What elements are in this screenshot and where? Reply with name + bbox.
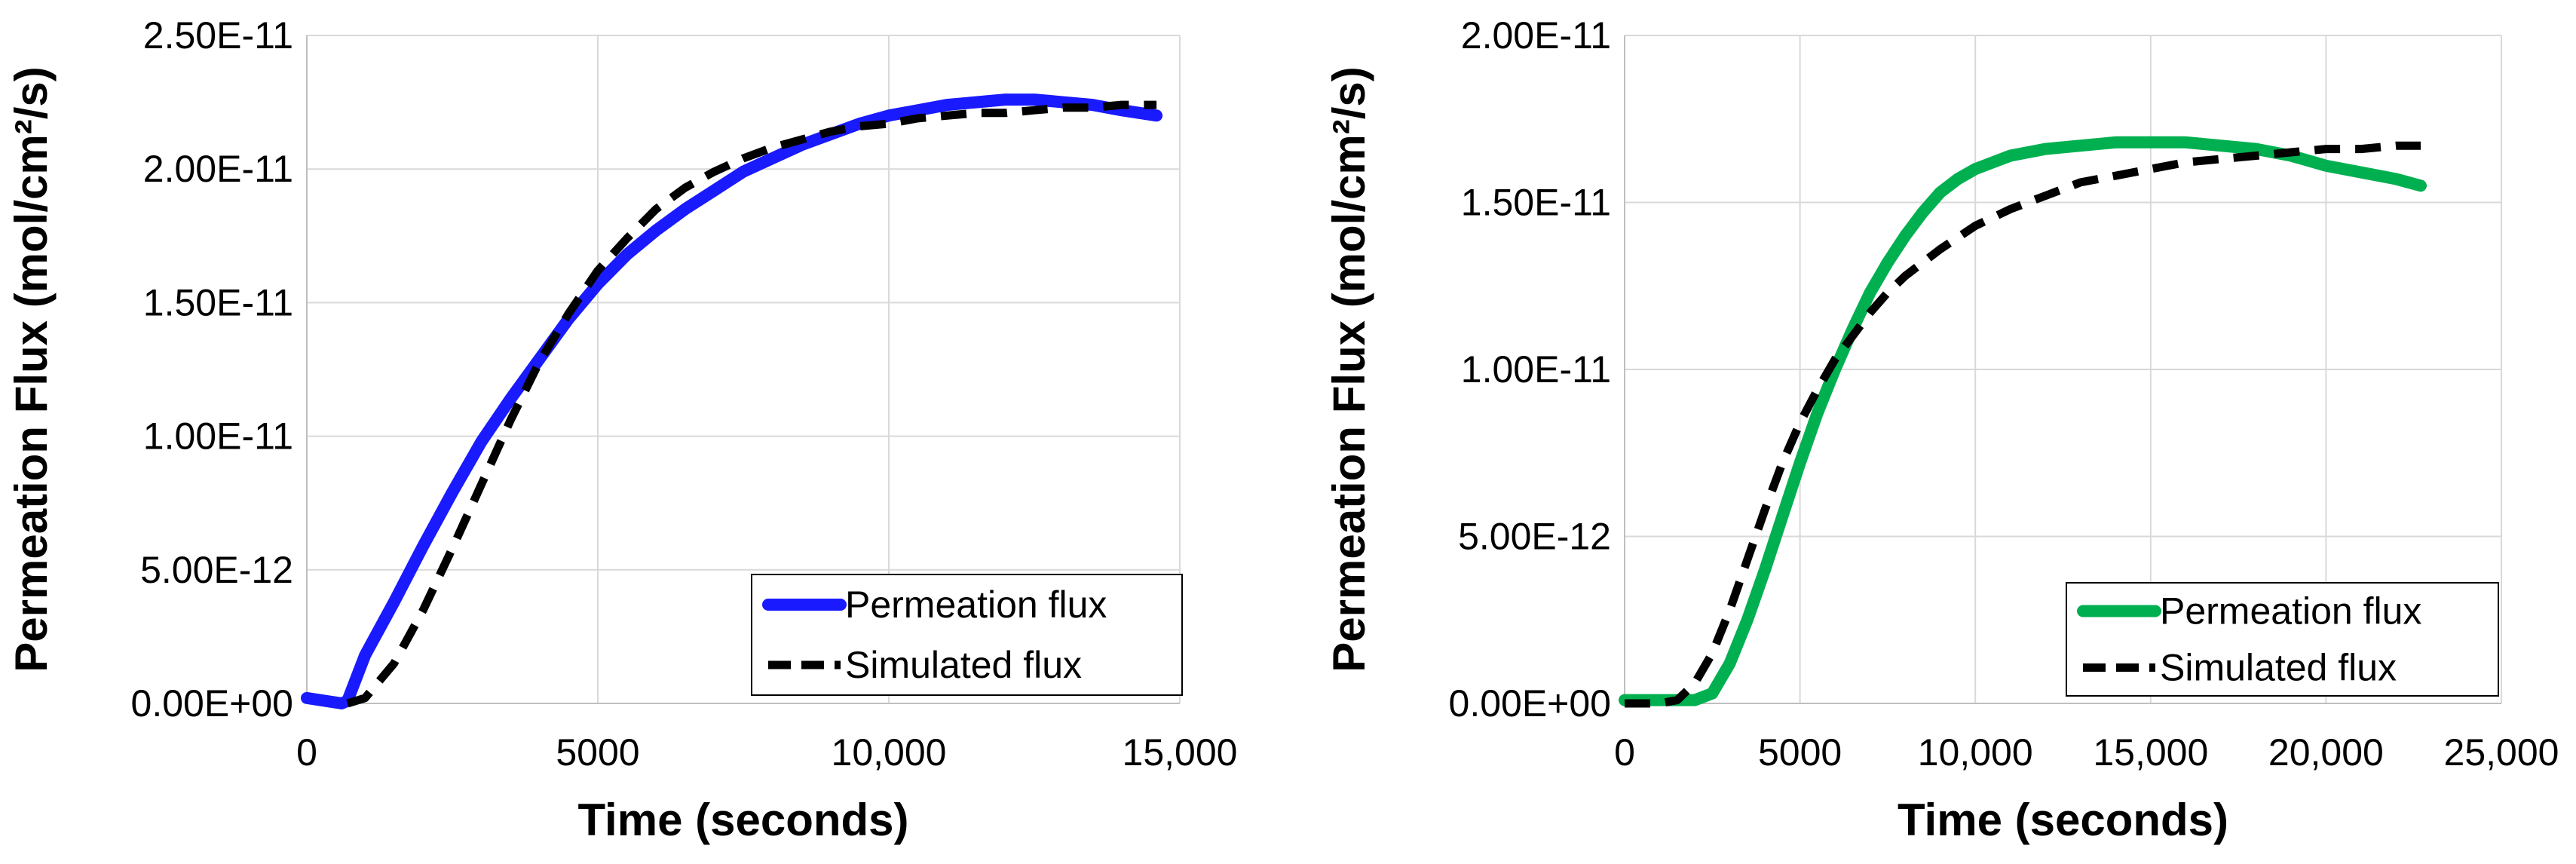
y-tick-label: 1.00E-11 bbox=[1461, 348, 1611, 391]
legend-label: Simulated flux bbox=[2160, 647, 2397, 689]
y-tick-label: 5.00E-12 bbox=[1458, 516, 1611, 558]
series-line-permeation-flux bbox=[301, 93, 1163, 709]
y-tick-label: 0.00E+00 bbox=[131, 682, 293, 725]
y-tick-label: 0.00E+00 bbox=[1449, 682, 1611, 725]
x-tick-label: 10,000 bbox=[832, 731, 947, 774]
legend: Permeation flux Simulated flux bbox=[2066, 582, 2499, 697]
legend-box bbox=[751, 574, 1183, 696]
x-axis-title: Time (seconds) bbox=[577, 795, 908, 845]
x-axis-title: Time (seconds) bbox=[1898, 795, 2228, 845]
series-line-simulated-flux bbox=[346, 100, 1157, 708]
x-tick-label: 20,000 bbox=[2268, 731, 2384, 774]
legend: Permeation flux Simulated flux bbox=[751, 574, 1183, 696]
y-tick-label: 1.00E-11 bbox=[143, 415, 293, 458]
series-line-simulated-flux bbox=[1625, 141, 2421, 708]
x-tick-label: 5000 bbox=[1758, 731, 1842, 774]
y-tick-label: 1.50E-11 bbox=[143, 281, 293, 323]
legend-label: Simulated flux bbox=[845, 644, 1082, 686]
x-tick-label: 10,000 bbox=[1918, 731, 2033, 774]
chart-1: 0.00E+00 5.00E-12 1.00E-11 1.50E-11 2.00E-11… bbox=[6, 14, 1237, 845]
chart-2: 0.00E+00 5.00E-12 1.00E-11 1.50E-11 2.00E-11… bbox=[1324, 14, 2559, 845]
y-tick-label: 2.00E-11 bbox=[1461, 14, 1611, 57]
x-tick-label: 25,000 bbox=[2444, 731, 2559, 774]
y-axis-title: Permeation Flux (mol/cm²/s) bbox=[1324, 66, 1374, 673]
x-tick-label: 0 bbox=[296, 731, 317, 774]
y-tick-label: 5.00E-12 bbox=[140, 549, 293, 591]
y-axis-title: Permeation Flux (mol/cm²/s) bbox=[6, 66, 57, 673]
x-tick-label: 0 bbox=[1614, 731, 1635, 774]
legend-box bbox=[2066, 582, 2499, 697]
x-tick-label: 15,000 bbox=[1123, 731, 1238, 774]
y-tick-label: 2.00E-11 bbox=[143, 148, 293, 190]
legend-label: Permeation flux bbox=[845, 584, 1107, 626]
x-tick-label: 15,000 bbox=[2093, 731, 2208, 774]
y-tick-label: 1.50E-11 bbox=[1461, 182, 1611, 224]
series-line-permeation-flux bbox=[1619, 136, 2427, 706]
legend-label: Permeation flux bbox=[2160, 590, 2421, 633]
y-tick-label: 2.50E-11 bbox=[143, 14, 293, 57]
x-tick-label: 5000 bbox=[556, 731, 639, 774]
